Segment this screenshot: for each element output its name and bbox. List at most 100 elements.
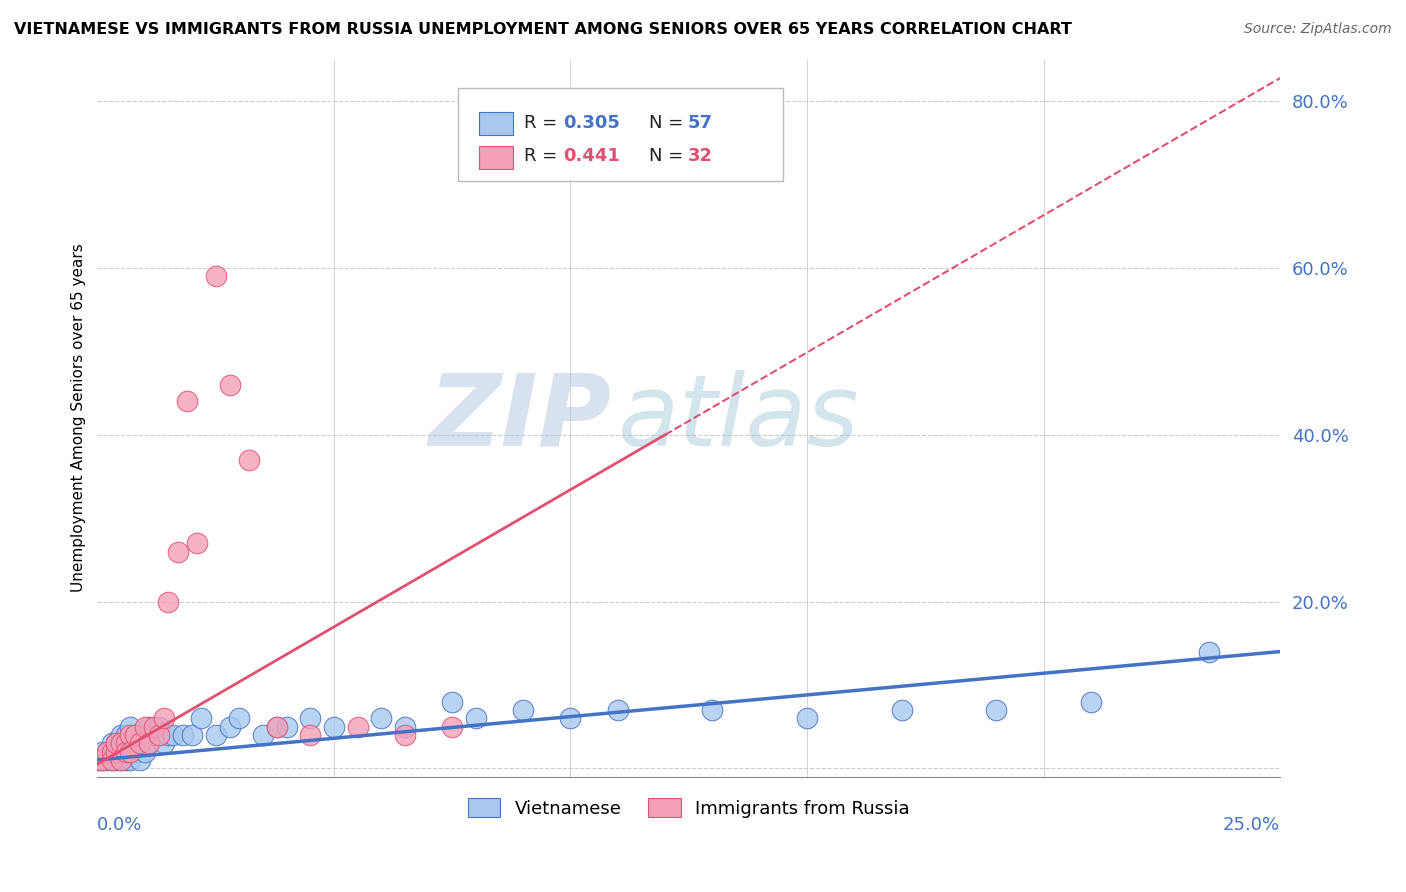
Point [120,745,142,759]
Point [1080,695,1102,709]
Point [120,728,142,742]
Point [143,720,166,734]
Point [152,711,174,725]
Text: atlas: atlas [617,369,859,467]
Point [86,753,108,767]
Point [110,736,132,750]
Point [606,703,628,717]
Text: 0.0%: 0.0% [97,816,143,834]
Point [105,745,128,759]
Text: VIETNAMESE VS IMMIGRANTS FROM RUSSIA UNEMPLOYMENT AMONG SENIORS OVER 65 YEARS CO: VIETNAMESE VS IMMIGRANTS FROM RUSSIA UNE… [14,22,1071,37]
Point [105,736,128,750]
Point [512,703,534,717]
Point [96,745,118,759]
Point [134,720,156,734]
Point [86,753,108,767]
Point [370,711,392,725]
Point [181,728,204,742]
Point [394,728,416,742]
FancyBboxPatch shape [479,145,513,169]
Point [172,728,194,742]
Text: 25.0%: 25.0% [1223,816,1279,834]
Point [134,728,156,742]
Point [218,720,240,734]
Point [114,745,136,759]
Point [218,377,240,392]
Text: 32: 32 [688,147,713,165]
Point [114,736,136,750]
Point [91,753,114,767]
Point [134,745,156,759]
FancyBboxPatch shape [479,112,513,135]
Point [346,720,368,734]
Point [138,720,160,734]
Point [100,736,122,750]
Point [238,452,260,467]
FancyBboxPatch shape [458,88,783,181]
Point [441,720,464,734]
Point [91,753,114,767]
Point [110,728,132,742]
Point [138,736,160,750]
Point [266,720,288,734]
Point [186,536,208,550]
Y-axis label: Unemployment Among Seniors over 65 years: Unemployment Among Seniors over 65 years [72,244,86,592]
Point [96,745,118,759]
Point [441,695,464,709]
Point [143,728,166,742]
Point [266,720,288,734]
Point [148,728,170,742]
Point [100,753,122,767]
Text: ZIP: ZIP [429,369,612,467]
Point [394,720,416,734]
Text: 0.441: 0.441 [564,147,620,165]
Point [124,728,146,742]
Point [1198,644,1220,658]
Point [100,745,122,759]
Point [129,753,152,767]
Point [124,745,146,759]
Point [129,736,152,750]
Point [162,728,184,742]
Text: 0.305: 0.305 [564,113,620,132]
Point [157,728,180,742]
Point [114,745,136,759]
Point [166,544,188,558]
Point [702,703,724,717]
Point [110,753,132,767]
Point [986,703,1008,717]
Point [322,720,344,734]
Point [105,745,128,759]
Point [91,745,114,759]
Point [110,736,132,750]
Point [110,745,132,759]
Text: Source: ZipAtlas.com: Source: ZipAtlas.com [1244,22,1392,37]
Text: R =: R = [524,113,564,132]
Point [190,711,212,725]
Legend: Vietnamese, Immigrants from Russia: Vietnamese, Immigrants from Russia [460,791,917,825]
Point [276,720,298,734]
Point [129,736,152,750]
Point [252,728,274,742]
Point [114,753,136,767]
Point [120,736,142,750]
Point [204,269,226,284]
Text: N =: N = [648,113,689,132]
Point [148,720,170,734]
Text: 57: 57 [688,113,713,132]
Point [152,736,174,750]
Text: N =: N = [648,147,689,165]
Point [105,736,128,750]
Point [176,394,198,409]
Point [796,711,818,725]
Point [114,728,136,742]
Point [228,711,250,725]
Point [204,728,226,742]
Point [299,711,322,725]
Point [157,594,180,608]
Point [110,753,132,767]
Point [299,728,322,742]
Point [120,720,142,734]
Point [890,703,912,717]
Point [100,753,122,767]
